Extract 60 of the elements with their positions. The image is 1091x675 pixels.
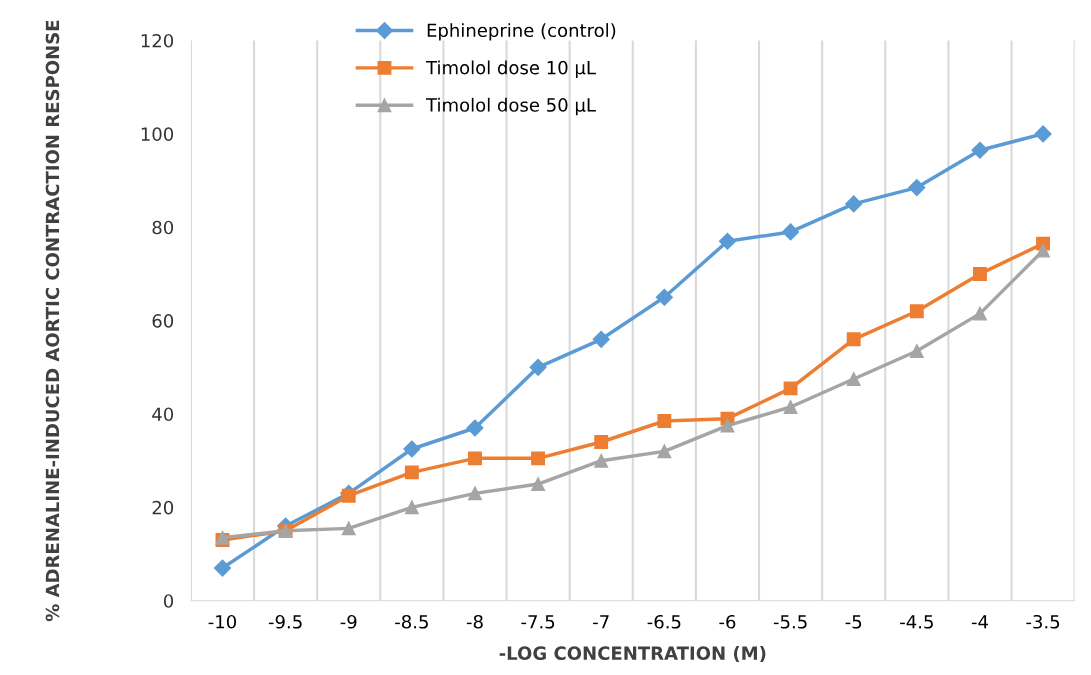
x-tick-label: -8 bbox=[466, 614, 483, 629]
point bbox=[971, 141, 989, 159]
point bbox=[1036, 243, 1051, 258]
point bbox=[846, 332, 861, 347]
x-tick-label: -9 bbox=[340, 614, 357, 629]
point bbox=[403, 440, 421, 458]
point bbox=[908, 179, 926, 197]
y-tick-label: 40 bbox=[152, 407, 174, 422]
point bbox=[909, 304, 924, 319]
x-axis-title: -LOG CONCENTRATION (M) bbox=[499, 646, 766, 663]
x-tick-label: -9.5 bbox=[268, 614, 302, 629]
legend-label: Timolol dose 10 µL bbox=[425, 60, 596, 78]
point bbox=[846, 372, 861, 386]
point bbox=[404, 500, 419, 515]
x-tick-label: -3.5 bbox=[1026, 614, 1060, 629]
point bbox=[468, 486, 482, 501]
point bbox=[592, 330, 610, 348]
point bbox=[213, 559, 232, 577]
point bbox=[720, 418, 735, 433]
legend-label: Timolol dose 50 µL bbox=[425, 97, 596, 116]
point bbox=[1034, 125, 1052, 143]
point bbox=[909, 344, 924, 358]
y-tick-label: 120 bbox=[141, 33, 174, 48]
point bbox=[404, 465, 419, 480]
x-tick-label: -7 bbox=[593, 615, 609, 629]
y-tick-label: 80 bbox=[152, 220, 174, 235]
point bbox=[973, 266, 987, 281]
point bbox=[531, 451, 546, 466]
x-tick-label: -6 bbox=[719, 614, 736, 629]
point bbox=[594, 453, 609, 468]
point bbox=[845, 195, 863, 213]
point bbox=[783, 381, 798, 396]
point bbox=[594, 435, 609, 449]
y-tick-label: 60 bbox=[152, 314, 174, 328]
point bbox=[657, 414, 672, 428]
y-axis-title: % ADRENALINE-INDUCED AORTIC CONTRACTION RESPONSE bbox=[45, 20, 60, 622]
point bbox=[655, 288, 673, 306]
x-tick-label: -4.5 bbox=[900, 615, 933, 629]
x-tick-label: -5.5 bbox=[773, 615, 807, 629]
point bbox=[718, 232, 737, 250]
x-tick-label: -5 bbox=[845, 615, 862, 629]
y-tick-label: 0 bbox=[163, 594, 174, 608]
x-tick-label: -6.5 bbox=[647, 614, 681, 629]
point bbox=[783, 400, 798, 414]
point bbox=[531, 477, 546, 491]
point bbox=[466, 419, 484, 437]
point bbox=[657, 444, 672, 459]
point bbox=[341, 521, 356, 536]
y-tick-label: 100 bbox=[141, 127, 174, 141]
point bbox=[782, 223, 800, 241]
point bbox=[468, 451, 482, 466]
point bbox=[341, 488, 356, 503]
x-tick-label: -8.5 bbox=[395, 614, 428, 629]
legend-label: Ephineprine (control) bbox=[427, 23, 616, 41]
point bbox=[973, 306, 987, 321]
y-tick-label: 20 bbox=[152, 500, 174, 515]
x-tick-label: -4 bbox=[971, 615, 988, 629]
x-tick-label: -7.5 bbox=[521, 615, 555, 629]
x-tick-label: -10 bbox=[208, 614, 237, 629]
point bbox=[529, 358, 547, 376]
